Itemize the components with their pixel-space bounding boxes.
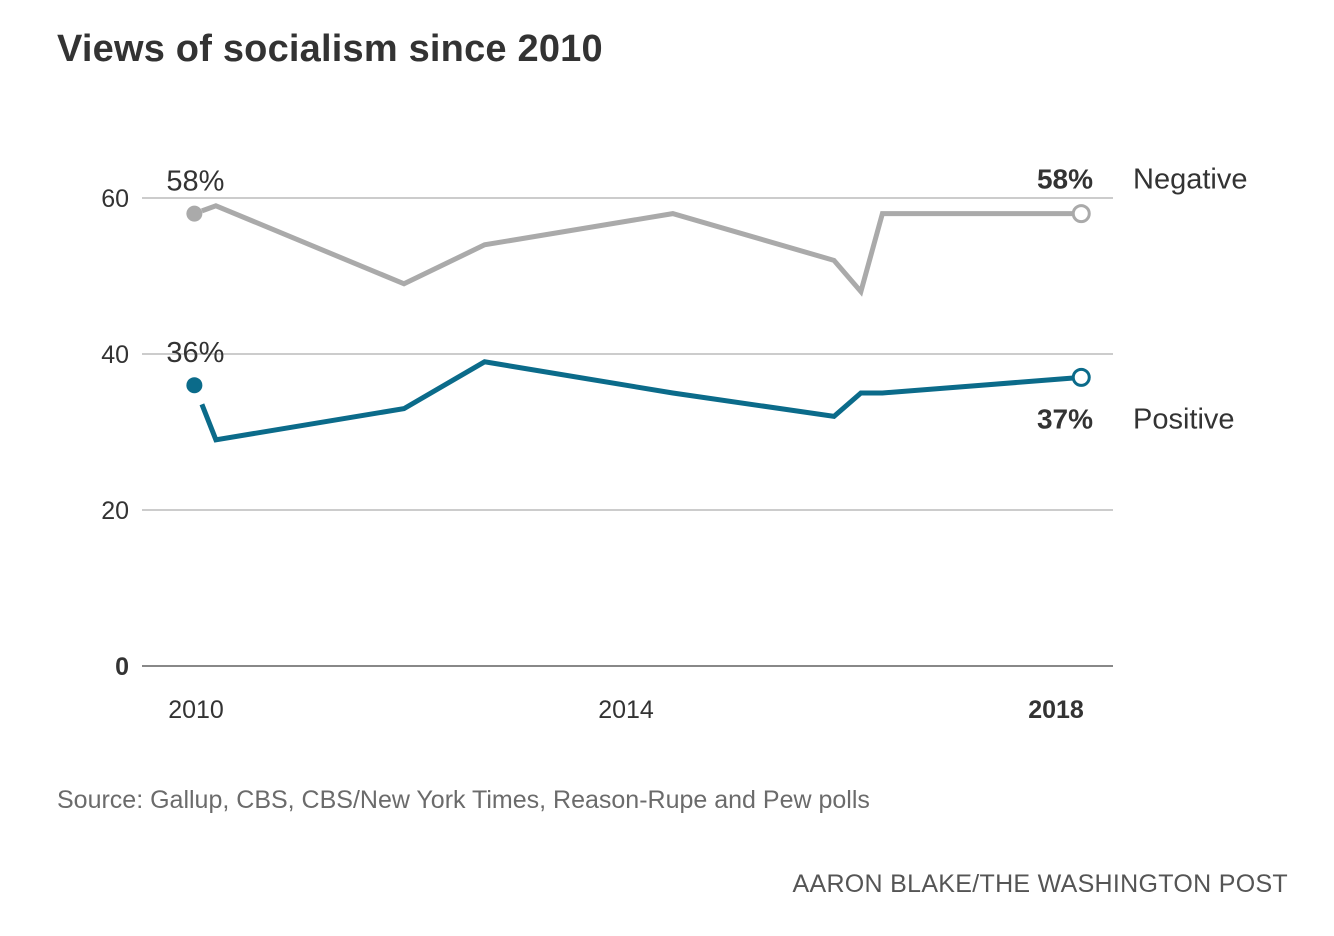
series-line-positive: [199, 359, 1082, 443]
y-tick-label: 0: [115, 653, 129, 681]
end-point-positive: [1071, 367, 1091, 387]
source-note: Source: Gallup, CBS, CBS/New York Times,…: [57, 786, 870, 814]
x-tick-label: 2018: [1028, 696, 1084, 724]
start-value-label: 58%: [166, 166, 224, 198]
grid-layer: [142, 197, 1113, 667]
end-value-label: 37%: [1037, 403, 1093, 434]
x-tick-label: 2010: [168, 696, 224, 724]
credit-line: AARON BLAKE/THE WASHINGTON POST: [792, 870, 1288, 898]
start-point-positive: [186, 377, 203, 394]
series-name-label: Negative: [1133, 164, 1247, 196]
start-point-negative: [186, 205, 203, 222]
end-value-label: 58%: [1037, 164, 1093, 195]
end-point-negative: [1071, 204, 1091, 224]
y-tick-label: 60: [101, 185, 129, 213]
series-line-negative: [201, 203, 1082, 297]
label-layer: 0 20 40 60 2010 2014 2018 58% 58% Negative 36% 37% P…: [101, 164, 1247, 724]
y-tick-label: 40: [101, 341, 129, 369]
x-tick-label: 2014: [598, 696, 654, 724]
start-value-label: 36%: [166, 337, 224, 369]
chart-title: Views of socialism since 2010: [57, 28, 603, 70]
y-tick-label: 20: [101, 497, 129, 525]
series-layer: [186, 203, 1091, 443]
series-name-label: Positive: [1133, 403, 1235, 435]
